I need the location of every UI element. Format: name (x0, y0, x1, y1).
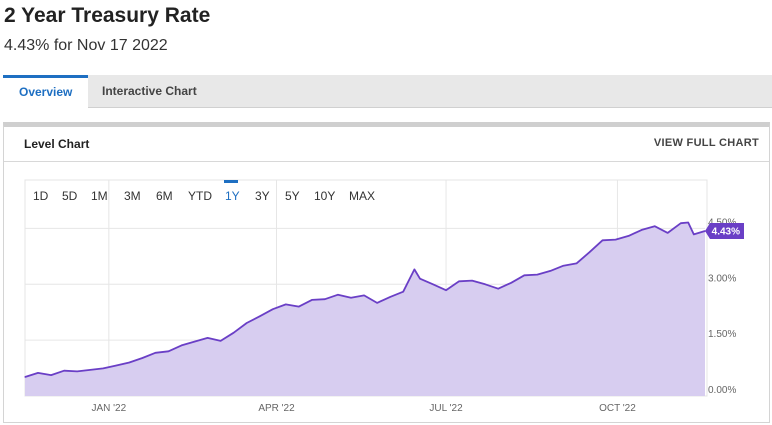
data-point (115, 364, 117, 367)
data-point (233, 332, 235, 334)
x-tick-label: OCT '22 (599, 403, 636, 414)
x-tick-label: APR '22 (258, 403, 295, 414)
data-point (50, 374, 52, 376)
data-point (549, 270, 551, 272)
y-axis-ticks: 0.00% 1.50% 3.00% 4.50% (708, 217, 736, 396)
data-point (63, 370, 65, 372)
data-point (220, 340, 222, 342)
data-point (497, 288, 499, 290)
data-point (680, 222, 682, 224)
x-tick-label: JUL '22 (429, 403, 463, 414)
page-title: 2 Year Treasury Rate (4, 4, 211, 27)
range-button-3y[interactable]: 3Y (255, 189, 270, 203)
y-tick-label: 1.50% (708, 329, 736, 340)
range-button-5d[interactable]: 5D (62, 189, 78, 203)
data-point (458, 280, 460, 282)
last-value-badge (705, 223, 744, 240)
data-point (413, 268, 415, 270)
data-point (89, 369, 91, 371)
data-point (272, 308, 274, 310)
data-point (389, 296, 391, 298)
range-button-10y[interactable]: 10Y (314, 189, 335, 203)
data-point (687, 221, 689, 224)
range-button-1d[interactable]: 1D (33, 189, 49, 203)
tab-bar: Overview Interactive Chart (3, 75, 772, 108)
data-point (180, 344, 183, 346)
data-point (419, 278, 421, 280)
series-area-fill (25, 222, 705, 396)
tab-overview[interactable]: Overview (3, 75, 89, 108)
data-point (588, 251, 591, 253)
data-point (471, 279, 473, 282)
last-value-marker: 4.43% (705, 223, 744, 240)
current-rate-subtitle: 4.43% for Nov 17 2022 (4, 37, 168, 54)
data-point (654, 225, 656, 227)
data-point (376, 302, 378, 304)
range-button-6m[interactable]: 6M (156, 189, 173, 203)
data-point (298, 306, 300, 308)
data-point (510, 282, 512, 284)
view-full-chart-link[interactable]: VIEW FULL CHART (653, 137, 759, 149)
data-point (128, 361, 130, 364)
data-point (24, 376, 26, 378)
data-point (667, 232, 669, 234)
data-point (693, 233, 695, 235)
range-button-3m[interactable]: 3M (124, 189, 141, 203)
range-button-5y[interactable]: 5Y (285, 189, 300, 203)
tab-interactive-chart[interactable]: Interactive Chart (102, 84, 197, 98)
panel-header: Level Chart VIEW FULL CHART (4, 127, 769, 162)
data-point (167, 350, 170, 352)
data-point (141, 357, 143, 359)
data-point (154, 352, 157, 354)
data-point (402, 291, 404, 293)
range-active-indicator (224, 180, 238, 183)
data-point (102, 367, 104, 370)
data-point (259, 315, 261, 317)
data-point (614, 238, 617, 241)
data-point (536, 273, 538, 276)
last-value-label: 4.43% (712, 227, 740, 238)
data-point (285, 303, 287, 305)
data-point (206, 337, 209, 339)
range-button-max[interactable]: MAX (349, 189, 375, 203)
range-button-ytd[interactable]: YTD (188, 189, 212, 203)
data-point (337, 294, 339, 296)
x-axis-ticks: JAN '22 APR '22 JUL '22 OCT '22 (91, 403, 636, 414)
data-point (523, 274, 525, 276)
data-point (432, 283, 434, 285)
data-point (37, 372, 39, 374)
data-point (628, 235, 630, 237)
y-tick-label: 0.00% (708, 385, 736, 396)
data-point (445, 289, 447, 291)
data-point (311, 299, 313, 301)
range-selector: 1D 5D 1M 3M 6M YTD 1Y 3Y 5Y 10Y MAX (33, 180, 375, 203)
data-point (193, 341, 196, 343)
panel-title: Level Chart (24, 137, 90, 151)
data-point (246, 322, 248, 324)
chart-area (24, 221, 706, 396)
range-button-1m[interactable]: 1M (91, 189, 108, 203)
data-point (601, 239, 604, 241)
data-point (562, 265, 565, 267)
data-point (76, 370, 78, 373)
x-tick-label: JAN '22 (91, 403, 126, 414)
y-tick-label: 3.00% (708, 273, 736, 284)
data-point (324, 298, 326, 300)
range-button-1y[interactable]: 1Y (225, 189, 240, 203)
data-point (363, 294, 365, 297)
data-point (641, 229, 643, 231)
data-point (575, 262, 578, 265)
data-point (484, 283, 486, 285)
data-point (350, 297, 352, 299)
y-tick-label: 4.50% (708, 217, 736, 228)
